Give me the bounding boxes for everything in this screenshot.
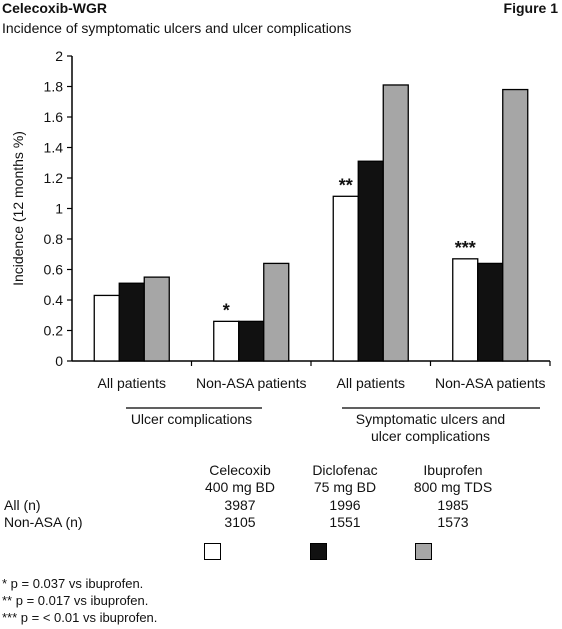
n-nonasa-celecoxib: 3105: [224, 514, 256, 530]
legend-col-diclofenac: Diclofenac 75 mg BD: [290, 462, 400, 496]
footnote-3: *** p = < 0.01 vs ibuprofen.: [2, 610, 158, 625]
bar: [452, 258, 479, 362]
bar: [263, 262, 290, 362]
chart-subtitle: Incidence of symptomatic ulcers and ulce…: [2, 20, 352, 36]
y-tick-label: 1.4: [44, 140, 64, 156]
group-label: Symptomatic ulcers and: [356, 411, 505, 427]
y-tick-label: 0: [55, 353, 63, 369]
legend-col-ibuprofen: Ibuprofen 800 mg TDS: [398, 462, 508, 496]
page-title: Celecoxib-WGR: [2, 0, 108, 16]
legend-swatch-celecoxib: [204, 543, 221, 560]
figure-label: Figure 1: [503, 0, 558, 16]
row-label-non-asa: Non-ASA (n): [4, 514, 83, 530]
legend-drug-name: Ibuprofen: [423, 462, 483, 478]
y-tick-label: 0.8: [44, 231, 64, 247]
footnote-1: * p = 0.037 vs ibuprofen.: [2, 576, 144, 591]
x-tick-label: Non-ASA patients: [435, 375, 546, 391]
y-tick-label: 2: [55, 48, 63, 64]
y-tick-label: 0.6: [44, 262, 64, 278]
legend-drug-dose: 800 mg TDS: [413, 479, 493, 495]
n-all-ibuprofen: 1985: [437, 497, 469, 513]
y-tick-label: 0.2: [44, 323, 64, 339]
bar: [477, 262, 504, 362]
significance-marker: *: [223, 300, 230, 320]
legend-swatch-ibuprofen: [415, 543, 432, 560]
y-tick-label: 1.6: [44, 109, 64, 125]
bar: [332, 195, 359, 362]
legend-swatch-diclofenac: [310, 543, 327, 560]
row-label-all: All (n): [4, 497, 41, 513]
n-all-celecoxib: 3987: [224, 497, 256, 513]
bar: [118, 282, 145, 362]
bar: [213, 320, 240, 362]
n-all-diclofenac: 1996: [329, 497, 361, 513]
significance-marker: ***: [455, 238, 476, 258]
legend-drug-name: Diclofenac: [312, 462, 378, 478]
bar: [357, 160, 384, 362]
n-nonasa-ibuprofen: 1573: [437, 514, 469, 530]
bar: [502, 88, 529, 362]
bar: [382, 84, 409, 362]
footnote-2: ** p = 0.017 vs ibuprofen.: [2, 593, 149, 608]
group-label: ulcer complications: [371, 428, 490, 444]
y-tick-label: 1.8: [44, 79, 64, 95]
significance-marker: **: [339, 175, 353, 195]
bar: [238, 320, 265, 362]
legend-drug-name: Celecoxib: [209, 462, 271, 478]
bar: [143, 276, 170, 362]
x-tick-label: All patients: [98, 375, 166, 391]
y-tick-label: 1: [55, 201, 63, 217]
x-tick-label: All patients: [337, 375, 405, 391]
legend-drug-dose: 400 mg BD: [204, 479, 276, 495]
bar: [93, 294, 120, 362]
group-label: Ulcer complications: [131, 411, 252, 427]
y-axis-label: Incidence (12 months %): [10, 131, 26, 286]
n-nonasa-diclofenac: 1551: [329, 514, 361, 530]
legend-col-celecoxib: Celecoxib 400 mg BD: [185, 462, 295, 496]
legend-drug-dose: 75 mg BD: [313, 479, 377, 495]
y-tick-label: 0.4: [44, 292, 64, 308]
y-tick-label: 1.2: [44, 170, 64, 186]
x-tick-label: Non-ASA patients: [196, 375, 307, 391]
bar-chart: 0 0.2 0.4 0.6 0.8 1 1.2 1.4 1.6 1.8 2 Incidence (12…: [10, 48, 551, 444]
